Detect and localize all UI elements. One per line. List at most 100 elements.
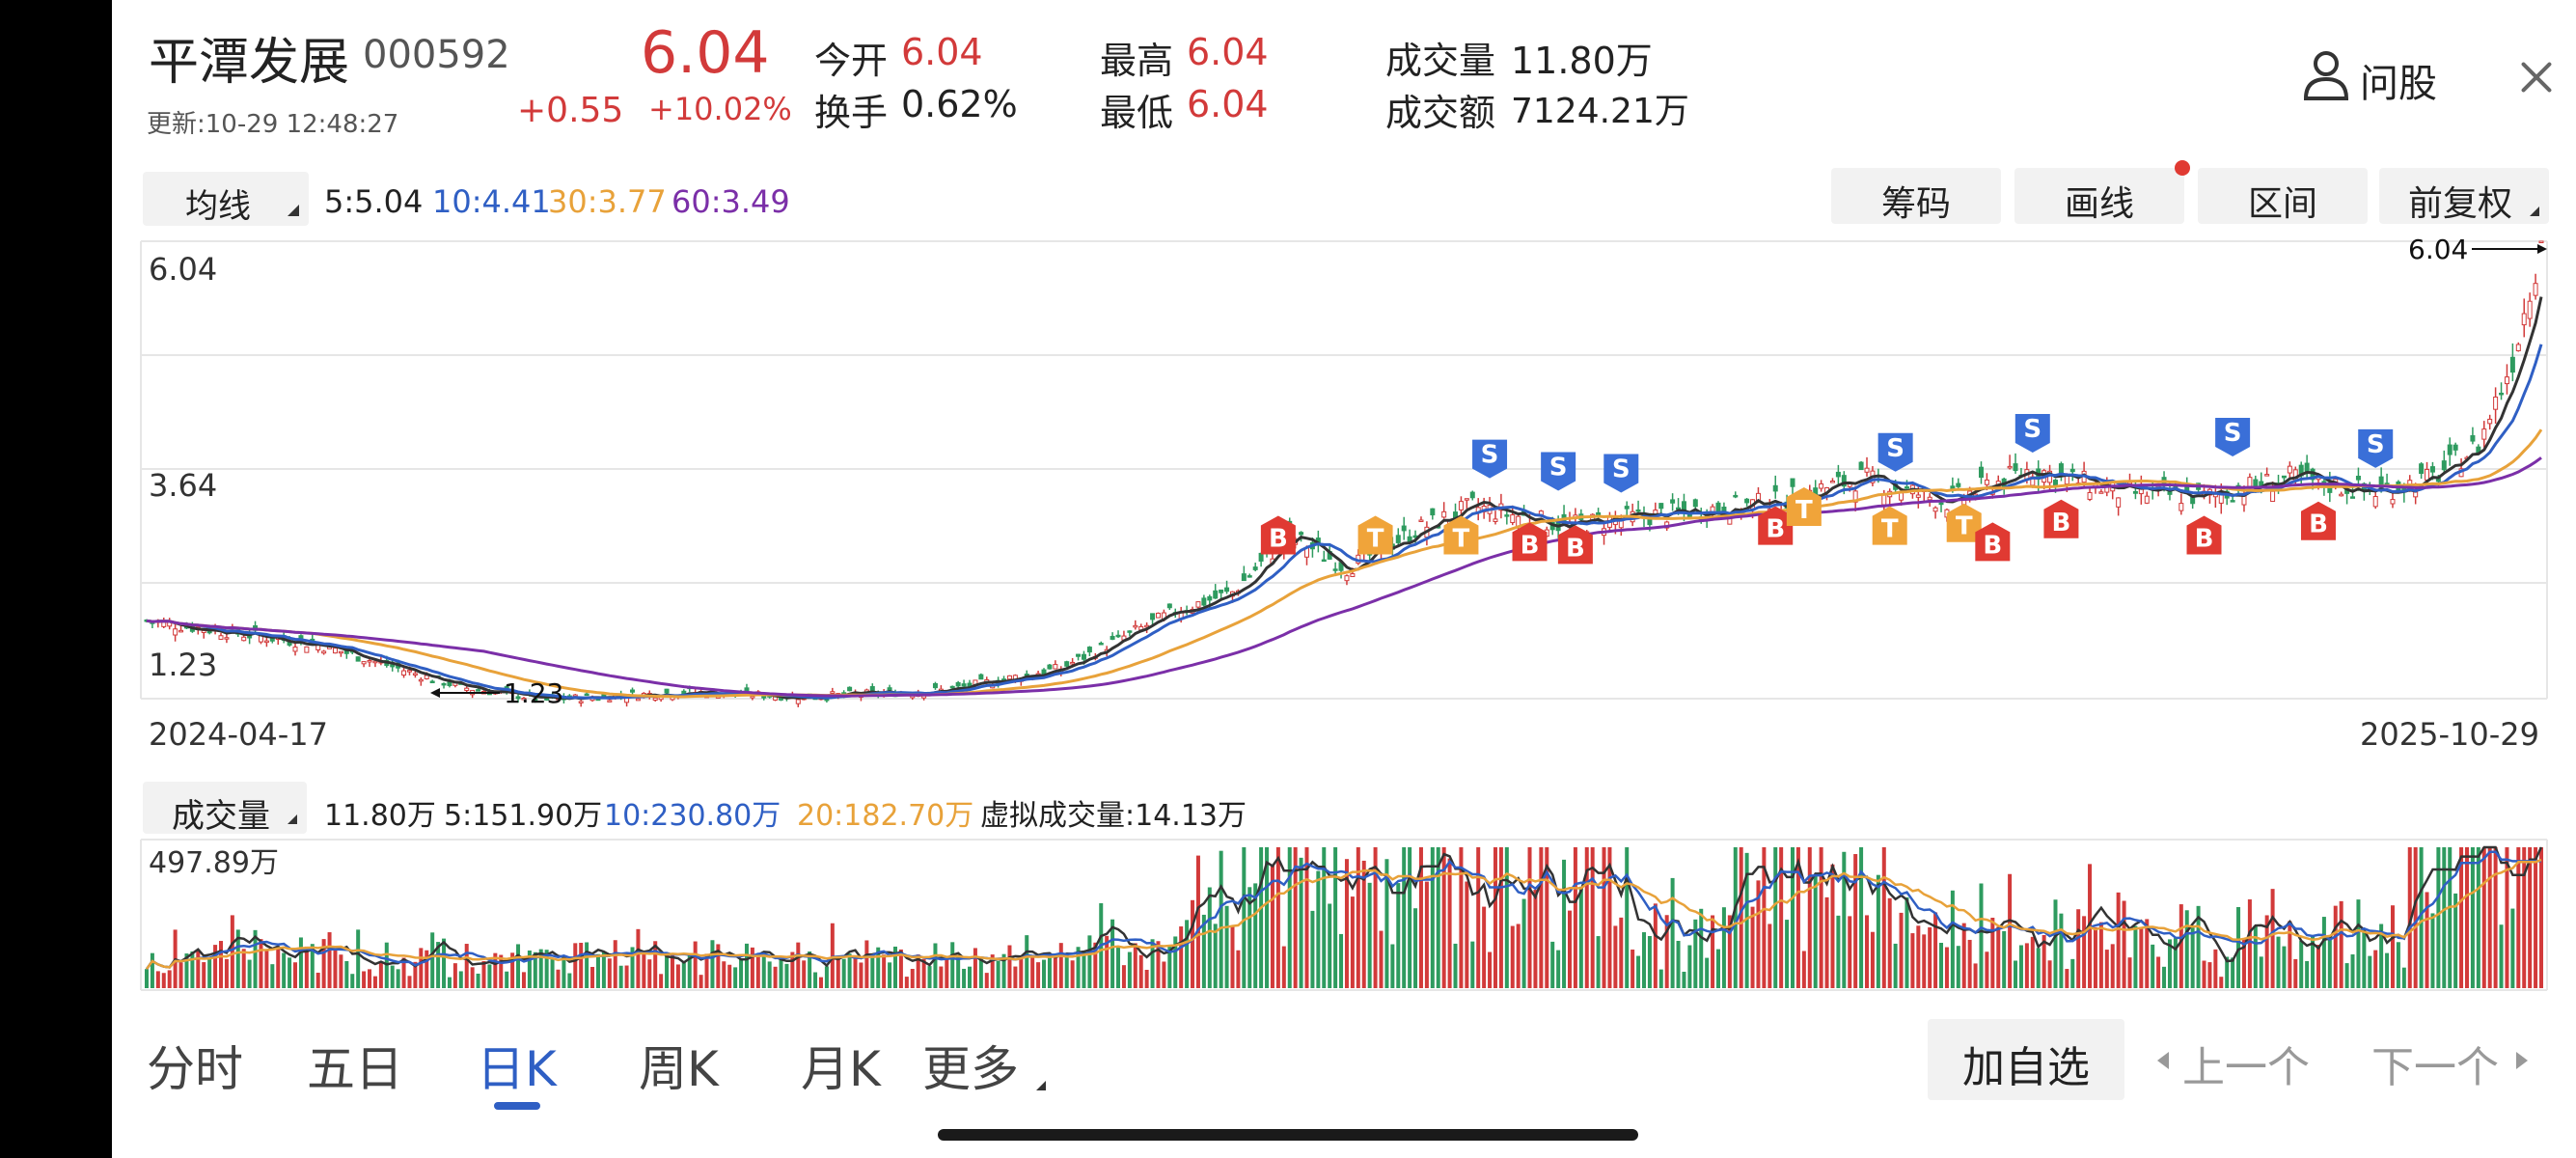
candle-body xyxy=(1150,613,1156,620)
svg-text:B: B xyxy=(2052,509,2071,538)
volume-bar xyxy=(1328,903,1332,988)
candle-body xyxy=(2013,463,2018,472)
volume-bar xyxy=(1213,924,1218,988)
candle-body xyxy=(1219,589,1224,593)
tab-monthly[interactable]: 月K xyxy=(801,1041,881,1097)
volume-bar xyxy=(2379,924,2384,988)
volume-selector[interactable]: 成交量 xyxy=(143,782,307,836)
volume-bar xyxy=(2373,950,2378,988)
volume-bar xyxy=(853,958,858,988)
volume-bar xyxy=(2430,913,2435,988)
kline-chart[interactable]: 6.04 3.64 1.23 2024-04-17 2025-10-29 S S S… xyxy=(112,232,2576,753)
prev-stock-button[interactable]: 上一个 xyxy=(2157,1033,2341,1092)
volume-bar xyxy=(1064,954,1069,988)
volume-bar xyxy=(2305,960,2310,988)
volume-ma10: 10:230.80万 xyxy=(604,799,781,833)
volume-bar xyxy=(647,959,652,988)
tab-daily[interactable]: 日K xyxy=(477,1041,557,1097)
volume-bar xyxy=(836,956,840,988)
candle-body xyxy=(1098,643,1104,646)
arrow-icon xyxy=(2537,244,2547,254)
volume-bar xyxy=(2253,925,2258,988)
tab-weekly[interactable]: 周K xyxy=(639,1041,719,1097)
volume-bar xyxy=(1727,915,1732,988)
volume-bar xyxy=(1613,925,1618,988)
candle-body xyxy=(1899,492,1905,501)
chips-label: 筹码 xyxy=(1880,184,1951,224)
svg-text:B: B xyxy=(1766,515,1785,544)
candle-body xyxy=(624,697,630,703)
tab-intraday[interactable]: 分时 xyxy=(147,1041,243,1097)
svg-text:S: S xyxy=(2224,419,2242,448)
add-watchlist-button[interactable]: 加自选 xyxy=(1928,1019,2124,1100)
candle-body xyxy=(292,647,298,652)
svg-text:T: T xyxy=(1956,512,1973,541)
home-indicator[interactable] xyxy=(938,1129,1638,1141)
candle-body xyxy=(1155,612,1161,619)
ask-stock-button[interactable]: 问股 xyxy=(2302,46,2447,106)
volume-bar xyxy=(1939,943,1944,988)
volume-bar xyxy=(264,950,269,988)
volume-bar xyxy=(288,957,292,988)
volume-bar xyxy=(1791,847,1795,988)
volume-bar xyxy=(1967,939,1972,988)
volume-bar xyxy=(1236,950,1241,988)
volume-bar xyxy=(1207,887,1212,988)
volume-bar xyxy=(1042,959,1047,988)
volume-bar xyxy=(2299,940,2304,988)
candle-body xyxy=(533,698,538,702)
volume-bar xyxy=(413,961,418,988)
notification-dot xyxy=(2175,160,2190,176)
candle-body xyxy=(1127,630,1133,633)
volume-bar xyxy=(1590,847,1595,988)
candle-body xyxy=(1070,661,1076,665)
volume-bar xyxy=(1191,899,1195,988)
svg-text:S: S xyxy=(1481,441,1499,470)
candle-body xyxy=(464,687,470,691)
tab-five-day[interactable]: 五日 xyxy=(307,1041,403,1097)
candle-body xyxy=(1790,478,1795,487)
candle-body xyxy=(1984,479,1989,485)
trade-marker-s: S xyxy=(1603,454,1639,493)
volume-bar xyxy=(178,962,183,988)
volume-bar xyxy=(161,973,166,988)
ma5-value: 5:5.04 xyxy=(324,183,424,220)
candle-body xyxy=(418,678,424,682)
volume-chart[interactable]: 497.89万 xyxy=(112,838,2576,992)
volume-bar xyxy=(516,944,521,988)
chevron-left-icon xyxy=(2157,1052,2169,1069)
volume-bar xyxy=(2528,847,2533,988)
volume-bar xyxy=(219,941,224,988)
candle-body xyxy=(372,660,378,664)
volume-bar xyxy=(378,962,383,988)
ma-selector[interactable]: 均线 xyxy=(143,172,309,226)
volume-bar xyxy=(1350,896,1355,988)
volume-bar xyxy=(259,939,263,988)
volume-bar xyxy=(2008,873,2013,988)
ma60-value: 60:3.49 xyxy=(671,183,790,220)
next-stock-button[interactable]: 下一个 xyxy=(2371,1033,2555,1092)
volume-bar xyxy=(390,965,395,988)
adjust-button[interactable]: 前复权 xyxy=(2379,168,2549,224)
volume-bar xyxy=(2407,847,2412,988)
volume-bar xyxy=(1996,926,2001,988)
volume-bar xyxy=(1527,847,1532,988)
chips-button[interactable]: 筹码 xyxy=(1831,168,2001,224)
volume-bar xyxy=(350,974,355,988)
dropdown-icon xyxy=(288,205,299,216)
volume-bar xyxy=(933,943,938,988)
candle-body xyxy=(1195,601,1201,608)
draw-button[interactable]: 画线 xyxy=(2014,168,2184,224)
candle-body xyxy=(1064,661,1070,667)
candle-body xyxy=(2413,491,2419,498)
volume-bar xyxy=(1842,851,1847,988)
range-button[interactable]: 区间 xyxy=(2198,168,2368,224)
volume-bar xyxy=(1510,925,1515,988)
y-axis-top: 6.04 xyxy=(149,251,217,288)
tab-more[interactable]: 更多 xyxy=(922,1031,1046,1098)
candle-body xyxy=(635,698,641,702)
volume-bar xyxy=(973,948,977,988)
close-icon[interactable] xyxy=(2516,58,2557,98)
volume-bar xyxy=(2014,960,2018,988)
volume-bar xyxy=(1985,951,1989,988)
